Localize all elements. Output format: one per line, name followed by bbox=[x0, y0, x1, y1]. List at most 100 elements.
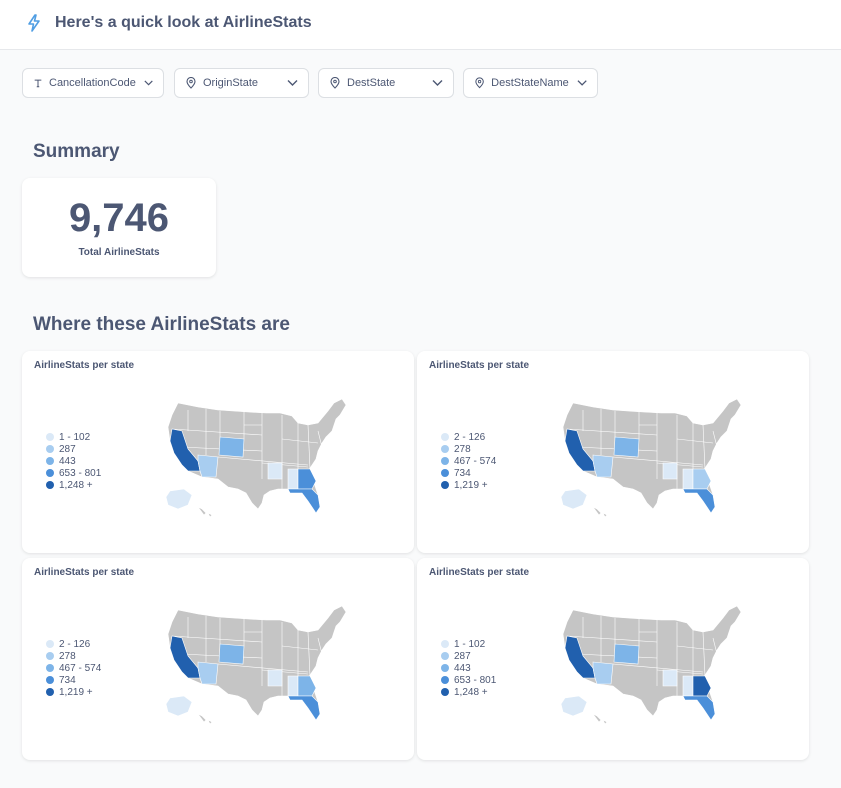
legend-label: 467 - 574 bbox=[59, 662, 102, 674]
state-ga[interactable] bbox=[692, 675, 712, 697]
location-pin-icon bbox=[186, 77, 196, 89]
legend-item: 1,248 + bbox=[46, 479, 101, 491]
legend-label: 1,219 + bbox=[454, 479, 488, 491]
map-legend: 2 - 126 278 467 - 574 734 1,219 + bbox=[441, 431, 496, 491]
dashboard-header: Here's a quick look at AirlineStats bbox=[0, 0, 841, 50]
legend-item: 467 - 574 bbox=[46, 662, 101, 674]
us-state-map[interactable] bbox=[553, 602, 749, 732]
map-card[interactable]: AirlineStats per state 1 - 102 287 443 653 -… bbox=[22, 351, 414, 553]
state-al[interactable] bbox=[287, 468, 299, 490]
state-ca[interactable] bbox=[169, 635, 201, 679]
filter-label: OriginState bbox=[203, 77, 259, 89]
state-ga[interactable] bbox=[297, 675, 317, 697]
legend-swatch bbox=[46, 457, 54, 465]
legend-swatch bbox=[46, 445, 54, 453]
legend-item: 467 - 574 bbox=[441, 455, 496, 467]
legend-swatch bbox=[46, 433, 54, 441]
state-az[interactable] bbox=[197, 454, 219, 478]
legend-label: 1 - 102 bbox=[59, 431, 91, 443]
filter-origin-state[interactable]: OriginState bbox=[174, 68, 309, 98]
state-ca[interactable] bbox=[564, 635, 596, 679]
state-az[interactable] bbox=[592, 454, 614, 478]
state-ga[interactable] bbox=[692, 468, 712, 490]
map-card[interactable]: AirlineStats per state 2 - 126 278 467 - 57… bbox=[22, 558, 414, 760]
map-legend: 1 - 102 287 443 653 - 801 1,248 + bbox=[46, 431, 101, 491]
us-state-map[interactable] bbox=[158, 395, 354, 525]
map-card-title: AirlineStats per state bbox=[429, 567, 530, 578]
legend-swatch bbox=[441, 664, 449, 672]
legend-item: 1,219 + bbox=[441, 479, 496, 491]
map-card[interactable]: AirlineStats per state 1 - 102 287 443 653 -… bbox=[417, 558, 809, 760]
state-ak[interactable] bbox=[560, 488, 588, 510]
state-ak[interactable] bbox=[165, 695, 193, 717]
legend-item: 734 bbox=[441, 467, 496, 479]
legend-item: 443 bbox=[441, 662, 496, 674]
state-ga[interactable] bbox=[297, 468, 317, 490]
legend-label: 287 bbox=[454, 650, 471, 662]
legend-label: 443 bbox=[59, 455, 76, 467]
filter-dest-state-name[interactable]: DestStateName bbox=[463, 68, 598, 98]
legend-swatch bbox=[441, 481, 449, 489]
legend-label: 443 bbox=[454, 662, 471, 674]
state-hi[interactable] bbox=[197, 713, 213, 725]
location-pin-icon bbox=[475, 77, 484, 89]
state-fl[interactable] bbox=[287, 695, 321, 721]
summary-heading: Summary bbox=[33, 141, 120, 162]
state-az[interactable] bbox=[197, 661, 219, 685]
summary-card[interactable]: 9,746 Total AirlineStats bbox=[22, 178, 216, 277]
filter-dest-state[interactable]: DestState bbox=[318, 68, 454, 98]
us-state-map[interactable] bbox=[158, 602, 354, 732]
legend-label: 287 bbox=[59, 443, 76, 455]
legend-item: 653 - 801 bbox=[46, 467, 101, 479]
legend-swatch bbox=[46, 676, 54, 684]
legend-item: 287 bbox=[441, 650, 496, 662]
legend-item: 1,219 + bbox=[46, 686, 101, 698]
state-al[interactable] bbox=[682, 675, 694, 697]
legend-item: 1 - 102 bbox=[46, 431, 101, 443]
legend-item: 1,248 + bbox=[441, 686, 496, 698]
state-fl[interactable] bbox=[287, 488, 321, 514]
state-ar[interactable] bbox=[267, 462, 283, 480]
state-ar[interactable] bbox=[267, 669, 283, 687]
legend-swatch bbox=[46, 664, 54, 672]
filter-cancellation-code[interactable]: CancellationCode bbox=[22, 68, 164, 98]
filter-label: CancellationCode bbox=[49, 77, 136, 89]
map-legend: 2 - 126 278 467 - 574 734 1,219 + bbox=[46, 638, 101, 698]
state-ca[interactable] bbox=[169, 428, 201, 472]
state-al[interactable] bbox=[287, 675, 299, 697]
legend-label: 278 bbox=[454, 443, 471, 455]
state-hi[interactable] bbox=[197, 506, 213, 518]
state-ca[interactable] bbox=[564, 428, 596, 472]
legend-swatch bbox=[46, 640, 54, 648]
chevron-down-icon bbox=[577, 80, 587, 86]
legend-label: 1,248 + bbox=[454, 686, 488, 698]
state-fl[interactable] bbox=[682, 488, 716, 514]
state-co[interactable] bbox=[218, 436, 245, 458]
state-az[interactable] bbox=[592, 661, 614, 685]
legend-swatch bbox=[441, 445, 449, 453]
state-fl[interactable] bbox=[682, 695, 716, 721]
state-ar[interactable] bbox=[662, 462, 678, 480]
us-state-map[interactable] bbox=[553, 395, 749, 525]
state-hi[interactable] bbox=[592, 506, 608, 518]
state-hi[interactable] bbox=[592, 713, 608, 725]
state-co[interactable] bbox=[613, 643, 640, 665]
state-ak[interactable] bbox=[560, 695, 588, 717]
legend-item: 734 bbox=[46, 674, 101, 686]
legend-label: 2 - 126 bbox=[59, 638, 91, 650]
legend-label: 1,248 + bbox=[59, 479, 93, 491]
state-co[interactable] bbox=[613, 436, 640, 458]
map-card[interactable]: AirlineStats per state 2 - 126 278 467 - 57… bbox=[417, 351, 809, 553]
filter-label: DestStateName bbox=[491, 77, 569, 89]
legend-item: 443 bbox=[46, 455, 101, 467]
state-co[interactable] bbox=[218, 643, 245, 665]
state-ar[interactable] bbox=[662, 669, 678, 687]
state-ak[interactable] bbox=[165, 488, 193, 510]
state-al[interactable] bbox=[682, 468, 694, 490]
us-outline bbox=[562, 605, 742, 717]
map-card-title: AirlineStats per state bbox=[34, 360, 135, 371]
legend-swatch bbox=[441, 652, 449, 660]
us-outline bbox=[167, 605, 347, 717]
state-borders bbox=[566, 616, 720, 696]
legend-label: 734 bbox=[454, 467, 471, 479]
